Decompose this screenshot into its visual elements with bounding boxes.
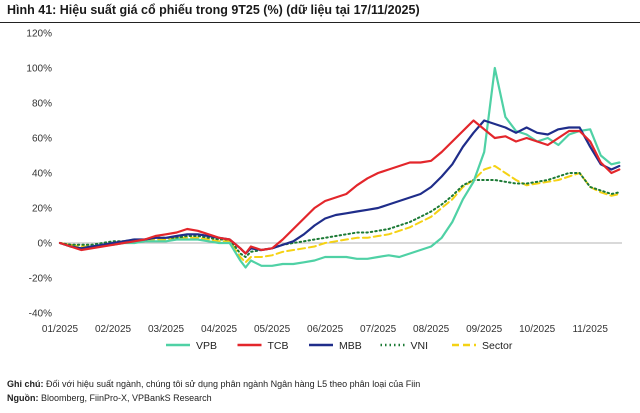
- chart-notes: Ghi chú: Đối với hiệu suất ngành, chúng …: [7, 377, 420, 405]
- y-tick-label: 20%: [32, 204, 52, 215]
- y-tick-label: -40%: [29, 309, 52, 320]
- legend-item-vni: VNI: [380, 340, 429, 352]
- chart-title: Hình 41: Hiệu suất giá cổ phiếu trong 9T…: [7, 3, 420, 17]
- x-tick-label: 08/2025: [413, 324, 450, 335]
- chart-legend: VPB TCB MBB VNI Sector: [166, 340, 513, 352]
- title-divider: [0, 22, 640, 23]
- y-tick-label: -20%: [29, 274, 52, 285]
- y-tick-label: 120%: [26, 29, 52, 40]
- line-chart: -40% -20% 0% 20% 40% 60% 80% 100% 120% 01/2025 02…: [26, 29, 622, 352]
- series-line-tcb: [58, 119, 621, 255]
- legend-item-vpb: VPB: [166, 340, 217, 352]
- series-line-vpb: [58, 66, 621, 269]
- legend-label: VPB: [196, 340, 217, 352]
- source-line: Nguồn: Bloomberg, FiinPro-X, VPBankS Res…: [7, 391, 420, 405]
- y-axis: -40% -20% 0% 20% 40% 60% 80% 100% 120%: [26, 29, 622, 320]
- y-tick-label: 0%: [38, 239, 53, 250]
- x-tick-label: 04/2025: [201, 324, 238, 335]
- x-axis: 01/2025 02/2025 03/2025 04/2025 05/2025 06/20…: [42, 324, 608, 335]
- x-tick-label: 03/2025: [148, 324, 185, 335]
- x-tick-label: 06/2025: [307, 324, 344, 335]
- x-tick-label: 07/2025: [360, 324, 397, 335]
- x-tick-label: 02/2025: [95, 324, 132, 335]
- legend-item-mbb: MBB: [309, 340, 362, 352]
- note-line: Ghi chú: Đối với hiệu suất ngành, chúng …: [7, 377, 420, 391]
- x-tick-label: 01/2025: [42, 324, 79, 335]
- legend-label: MBB: [339, 340, 362, 352]
- source-text: Bloomberg, FiinPro-X, VPBankS Research: [41, 393, 212, 403]
- note-text: Đối với hiệu suất ngành, chúng tôi sử dụ…: [46, 379, 421, 389]
- y-tick-label: 60%: [32, 134, 52, 145]
- y-tick-label: 100%: [26, 64, 52, 75]
- legend-label: Sector: [482, 340, 513, 352]
- y-tick-label: 80%: [32, 99, 52, 110]
- y-tick-label: 40%: [32, 169, 52, 180]
- x-tick-label: 05/2025: [254, 324, 291, 335]
- legend-label: TCB: [268, 340, 289, 352]
- series-line-sector: [59, 165, 621, 264]
- source-label: Nguồn:: [7, 393, 39, 403]
- note-label: Ghi chú:: [7, 379, 44, 389]
- series-line-mbb: [58, 119, 621, 255]
- series-lines: [58, 66, 621, 269]
- x-tick-label: 10/2025: [519, 324, 556, 335]
- legend-item-tcb: TCB: [237, 340, 289, 352]
- legend-label: VNI: [411, 340, 429, 352]
- x-tick-label: 11/2025: [572, 324, 608, 335]
- legend-item-sector: Sector: [452, 340, 513, 352]
- x-tick-label: 09/2025: [466, 324, 503, 335]
